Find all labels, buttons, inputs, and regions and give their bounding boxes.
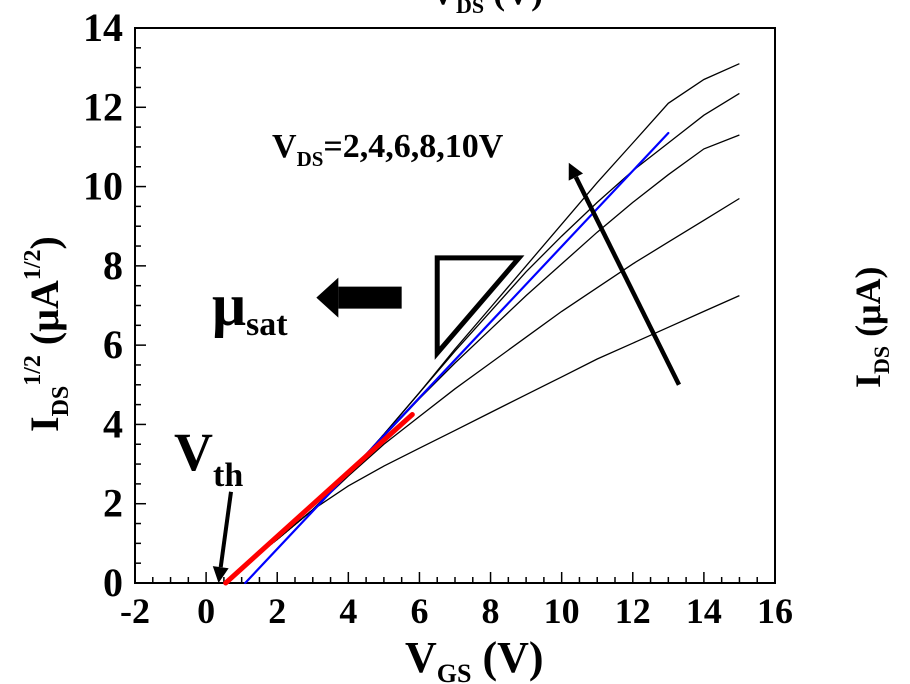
y-tick-label: 4 [103, 401, 123, 446]
x-tick-label: 16 [757, 591, 793, 631]
linear-fit-red [223, 412, 415, 586]
x-tick-label: 14 [686, 591, 722, 631]
x-tick-label: 4 [339, 591, 357, 631]
axis-ticks [134, 27, 776, 584]
annotation-shapes [212, 162, 682, 583]
vth-annotation: Vth [174, 422, 243, 494]
y-tick-label: 8 [103, 243, 123, 288]
x-tick-label: 6 [410, 591, 428, 631]
series-line-5 [223, 63, 740, 584]
x-tick-label: 8 [482, 591, 500, 631]
right-axis-label: IDS (μA) [848, 266, 894, 388]
vth-arrow-shaft [218, 491, 233, 568]
y-axis-label: IDS1/2 (μA1/2) [20, 236, 74, 432]
series-line-1 [223, 295, 740, 584]
x-tick-label: 10 [544, 591, 580, 631]
mu-sat-annotation: μsat [212, 272, 288, 343]
top-axis-label: VDS (V) [430, 0, 543, 18]
x-axis-label: VGS (V) [405, 633, 544, 684]
series-group [223, 63, 740, 584]
y-tick-label: 14 [83, 5, 123, 50]
vds-arrow-head [568, 162, 584, 181]
y-tick-label: 12 [83, 84, 123, 129]
y-tick-label: 2 [103, 481, 123, 526]
x-tick-label: -2 [120, 591, 150, 631]
y-tick-label: 6 [103, 322, 123, 367]
mu-sat-arrow-head [316, 277, 339, 318]
y-tick-label: 10 [83, 164, 123, 209]
fit-lines [223, 131, 670, 586]
vds-arrow-shaft [573, 176, 682, 386]
x-tick-label: 2 [268, 591, 286, 631]
y-tick-label: 0 [103, 560, 123, 605]
vth-arrow-head [212, 566, 229, 583]
slope-triangle [434, 255, 525, 360]
vds-annotation: VDS=2,4,6,8,10V [272, 128, 504, 171]
linear-fit-blue [244, 131, 670, 585]
x-tick-label: 0 [197, 591, 215, 631]
x-tick-label: 12 [615, 591, 651, 631]
